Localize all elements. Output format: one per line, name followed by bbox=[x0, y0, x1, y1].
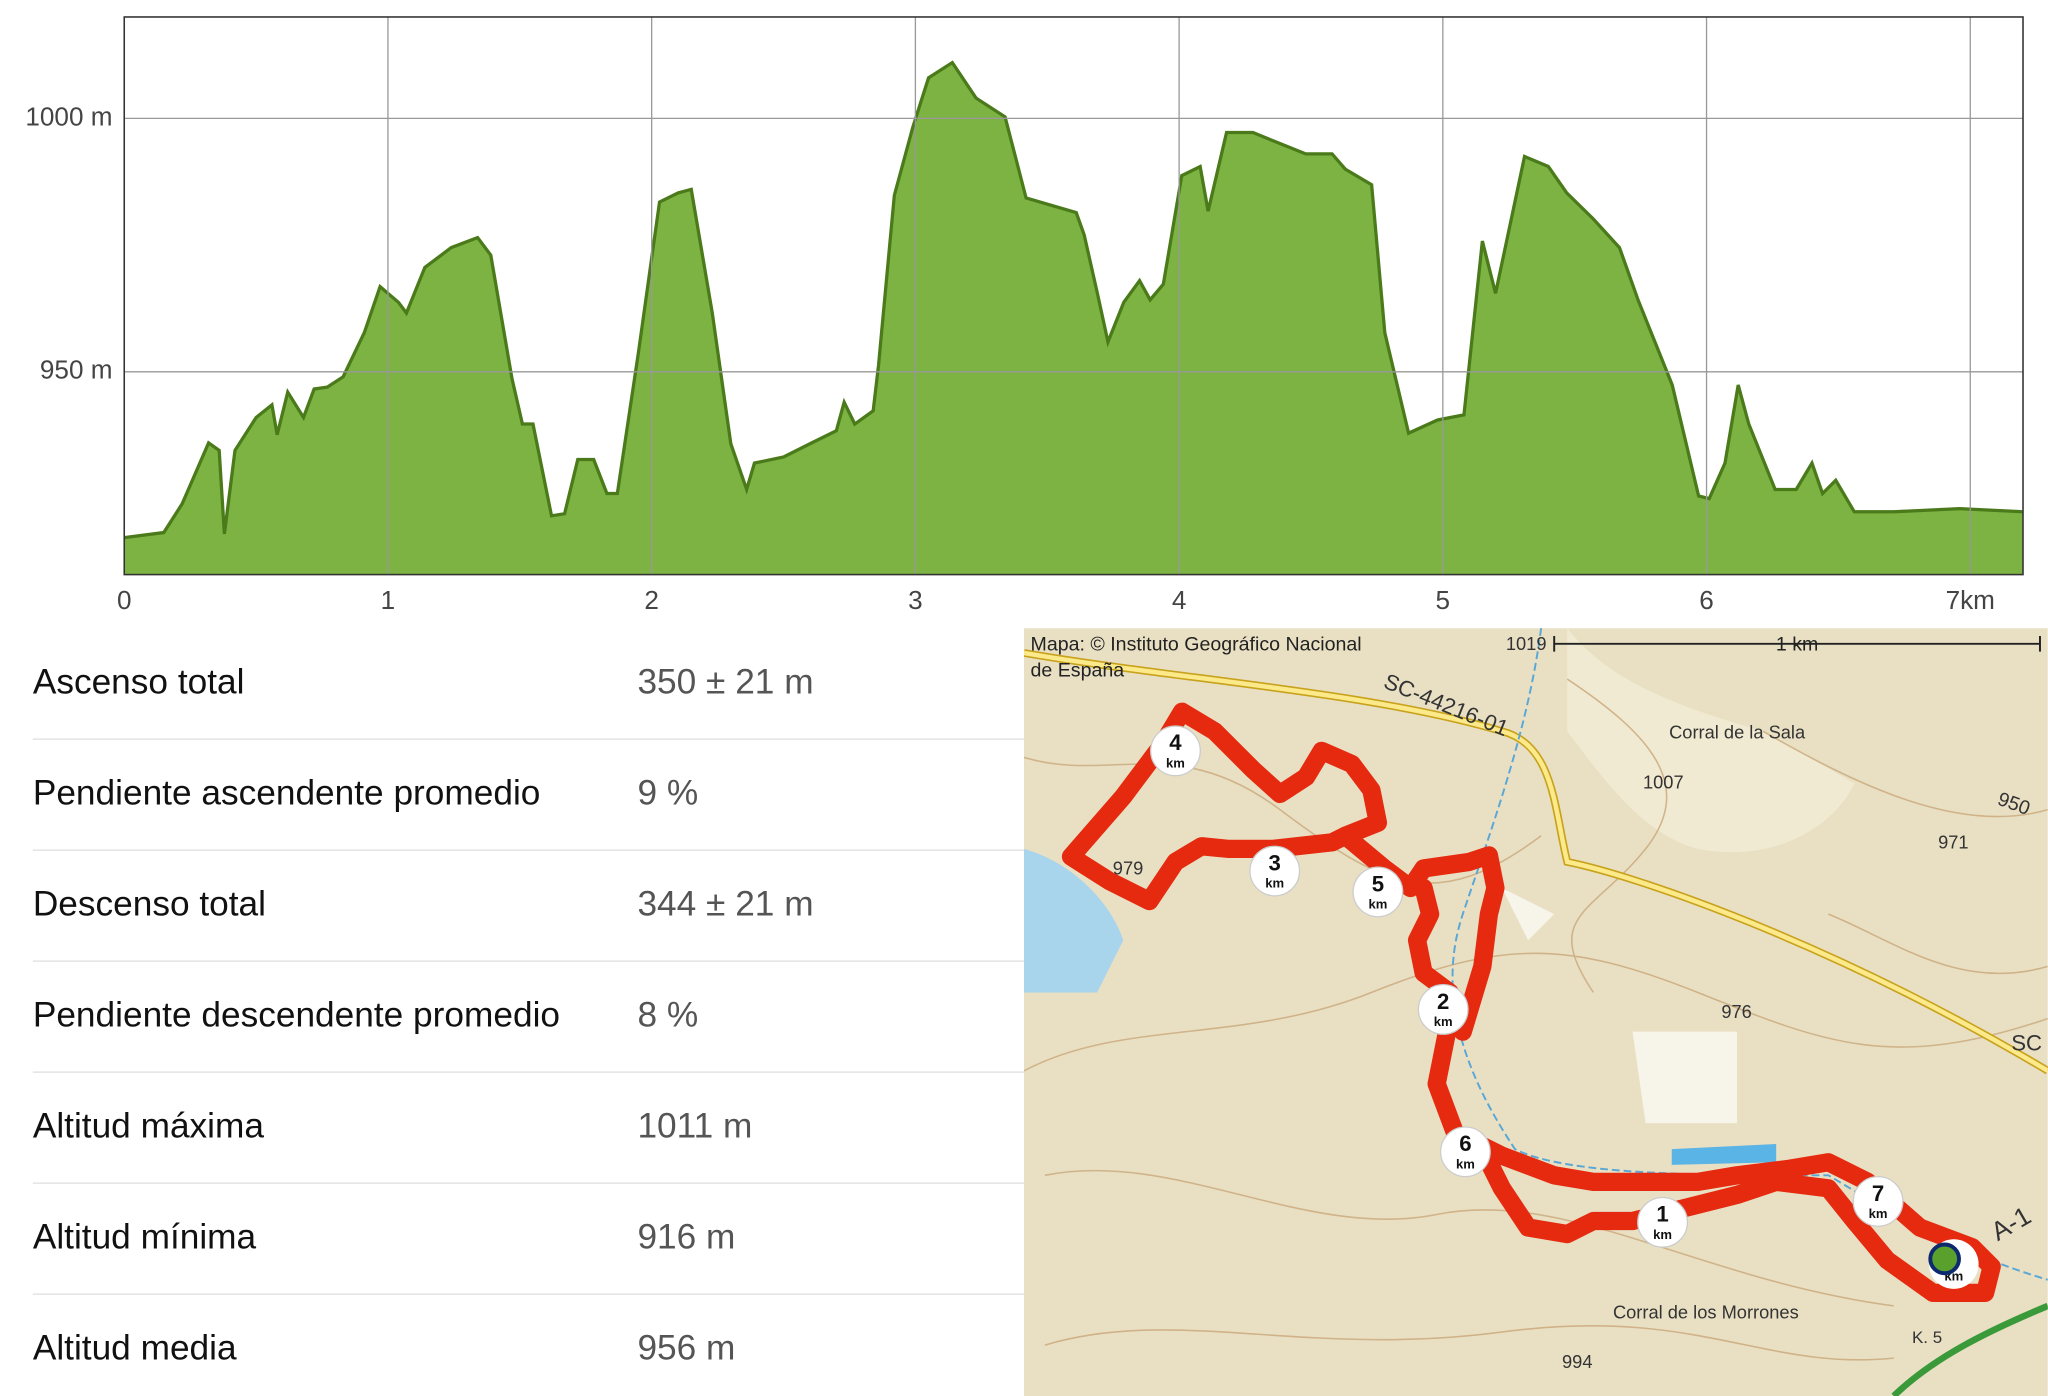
km-unit: km bbox=[1869, 1206, 1888, 1221]
map-label: 979 bbox=[1113, 858, 1143, 879]
stat-value: 8 % bbox=[637, 996, 698, 1035]
x-tick-label: 6 bbox=[1699, 585, 1714, 615]
stat-label: Altitud media bbox=[33, 1329, 237, 1368]
km-unit: km bbox=[1166, 755, 1185, 770]
km-number: 2 bbox=[1437, 989, 1449, 1014]
plot-frame bbox=[123, 16, 2024, 576]
km-number: 5 bbox=[1372, 871, 1384, 896]
x-tick-label: 5 bbox=[1436, 585, 1451, 615]
area-line bbox=[124, 60, 2024, 540]
x-tick-label: 2 bbox=[644, 585, 659, 615]
km-number: 7 bbox=[1872, 1181, 1884, 1206]
x-tick-label: 0 bbox=[117, 585, 132, 615]
map-label: Corral de los Morrones bbox=[1613, 1302, 1799, 1323]
km-number: 1 bbox=[1656, 1202, 1668, 1227]
km-marker bbox=[1439, 1126, 1491, 1178]
map: Mapa: © Instituto Geográfico Nacional de … bbox=[1024, 628, 2048, 1396]
stat-label: Pendiente ascendente promedio bbox=[33, 774, 541, 813]
stat-label: Altitud mínima bbox=[33, 1218, 257, 1257]
km-marker bbox=[1249, 845, 1301, 897]
stat-label: Ascenso total bbox=[33, 663, 245, 702]
clearing bbox=[1501, 888, 1738, 1124]
attribution: Mapa: © Instituto Geográfico Nacional bbox=[1031, 633, 1362, 655]
km-marker bbox=[1417, 983, 1469, 1035]
contours bbox=[1024, 678, 2048, 1361]
elevation-chart: 0 1 2 3 4 5 6 7km 950 m 1000 m bbox=[25, 16, 2024, 615]
km-unit: km bbox=[1368, 896, 1387, 911]
km-unit: km bbox=[1456, 1156, 1475, 1171]
x-tick-label: 1 bbox=[381, 585, 396, 615]
route bbox=[1061, 702, 2001, 1302]
y-tick-label: 950 m bbox=[40, 355, 113, 385]
lake bbox=[1024, 848, 1124, 993]
km-marker bbox=[1150, 725, 1201, 777]
scale-label: 1 km bbox=[1776, 633, 1818, 655]
y-tick-label: 1000 m bbox=[25, 101, 112, 131]
map-label: Corral de la Sala bbox=[1669, 722, 1806, 743]
map-label: 994 bbox=[1562, 1351, 1592, 1372]
stat-value: 350 ± 21 m bbox=[637, 663, 813, 702]
x-tick-label: 7km bbox=[1946, 585, 1995, 615]
stat-value: 344 ± 21 m bbox=[637, 885, 813, 924]
start-point bbox=[1928, 1242, 1961, 1276]
highway bbox=[1891, 1302, 2048, 1396]
km-number: 6 bbox=[1459, 1131, 1471, 1156]
area bbox=[124, 62, 2024, 575]
km-unit: km bbox=[1434, 1014, 1453, 1029]
stat-value: 916 m bbox=[637, 1218, 735, 1257]
map-label: 976 bbox=[1721, 1001, 1751, 1022]
x-tick-label: 4 bbox=[1172, 585, 1187, 615]
map-label: K. 5 bbox=[1912, 1328, 1942, 1347]
km-marker bbox=[1352, 866, 1404, 918]
km-marker bbox=[1852, 1175, 1904, 1227]
km-number: 3 bbox=[1269, 850, 1281, 875]
stat-value: 9 % bbox=[637, 774, 698, 813]
km-number: 4 bbox=[1169, 730, 1182, 755]
road-inner bbox=[1024, 650, 2048, 1073]
stat-value: 1011 m bbox=[637, 1107, 752, 1146]
stat-label: Descenso total bbox=[33, 885, 266, 924]
map-label: SC bbox=[2011, 1031, 2042, 1056]
km-marker bbox=[1637, 1196, 1689, 1248]
km-unit: km bbox=[1653, 1227, 1672, 1242]
attribution: de España bbox=[1031, 659, 1125, 681]
building bbox=[1671, 1143, 1777, 1165]
hill bbox=[1567, 628, 1855, 853]
stats-table: Ascenso total 350 ± 21 m Pendiente ascende… bbox=[32, 663, 1024, 1368]
stat-label: Altitud máxima bbox=[33, 1107, 265, 1146]
stat-label: Pendiente descendente promedio bbox=[33, 996, 560, 1035]
stat-value: 956 m bbox=[637, 1329, 735, 1368]
map-label: 1019 bbox=[1506, 633, 1547, 654]
map-label: 971 bbox=[1938, 831, 1968, 852]
x-tick-label: 3 bbox=[908, 585, 923, 615]
map-label: 1007 bbox=[1643, 771, 1684, 792]
km-unit: km bbox=[1265, 876, 1284, 891]
